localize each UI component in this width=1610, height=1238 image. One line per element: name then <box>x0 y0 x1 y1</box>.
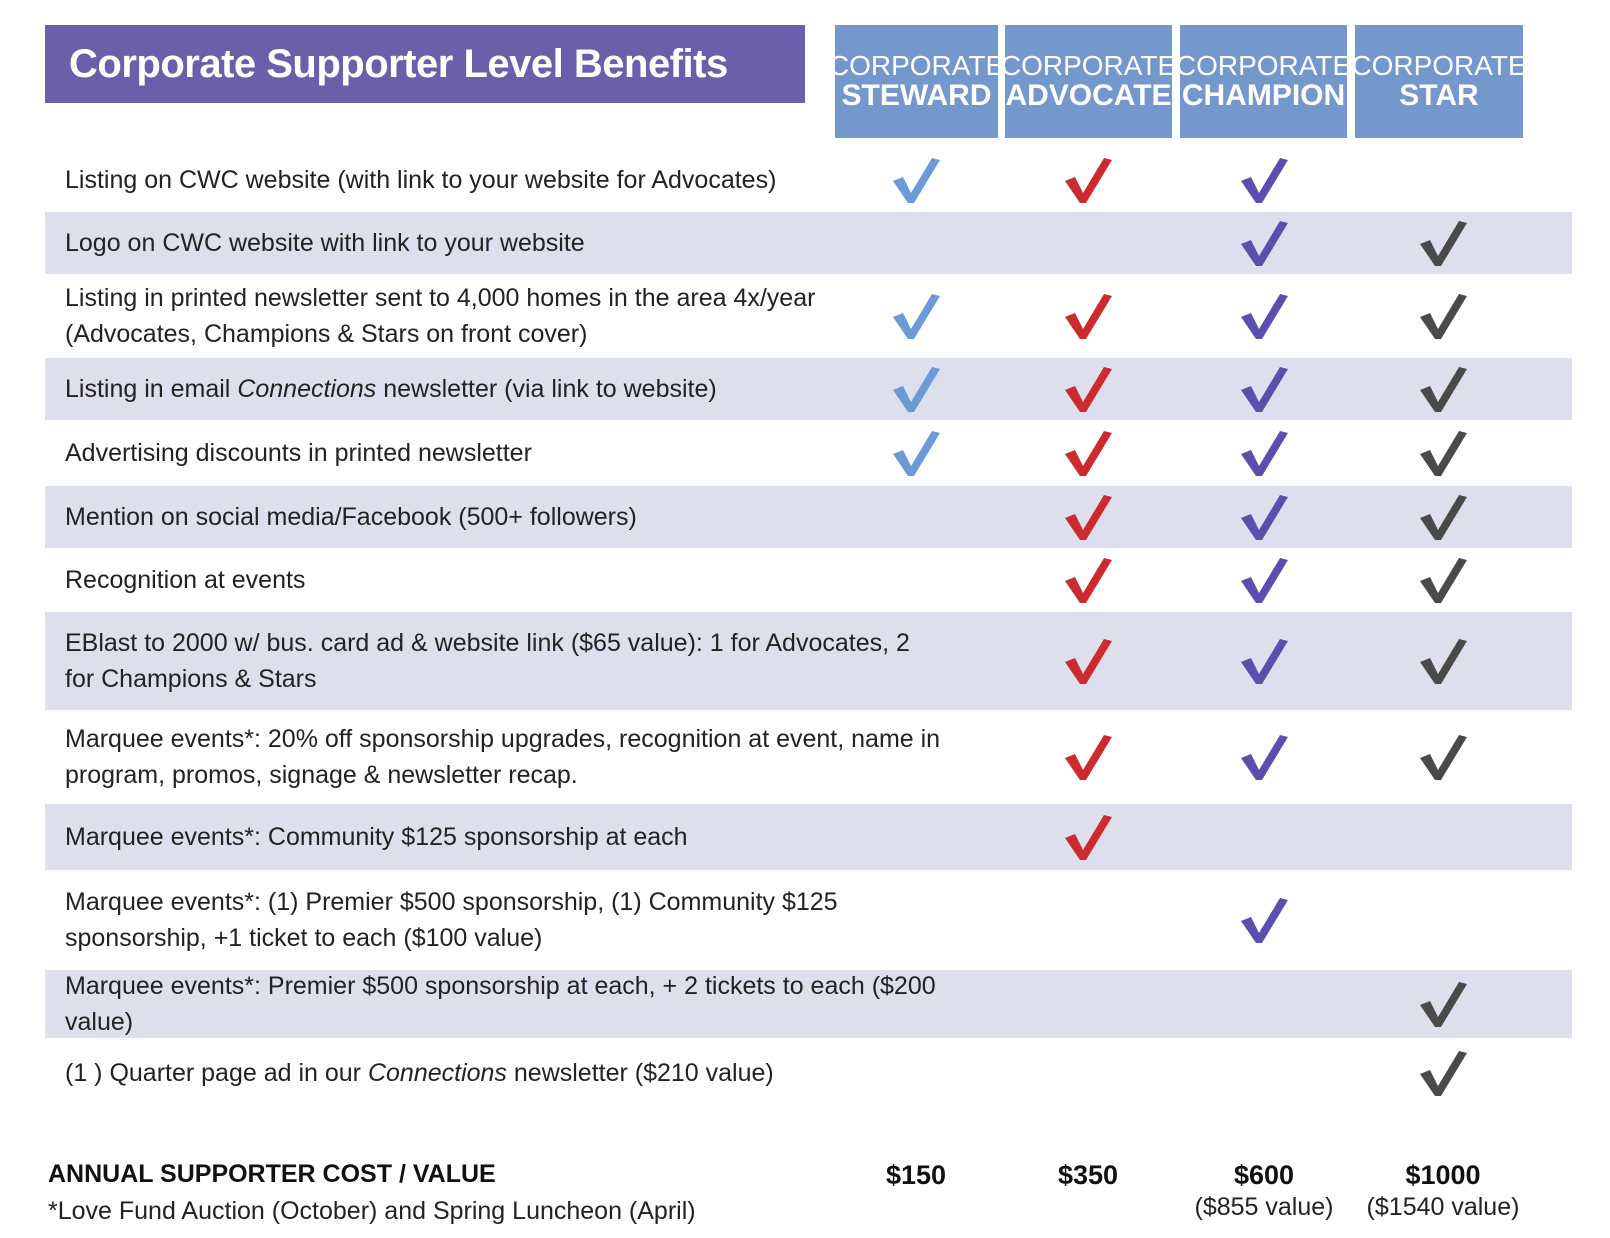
price-star: $1000 ($1540 value) <box>1367 1160 1520 1222</box>
level-header-name: STEWARD <box>841 79 992 113</box>
check-icon-steward <box>890 428 942 478</box>
price-cost: $350 <box>1057 1160 1119 1190</box>
price-champion: $600 ($855 value) <box>1195 1160 1334 1222</box>
check-icon-advocate <box>1062 428 1114 478</box>
benefit-label: EBlast to 2000 w/ bus. card ad & website… <box>65 629 910 693</box>
benefit-label: Marquee events*: (1) Premier $500 sponso… <box>65 888 838 952</box>
check-icon-advocate <box>1062 492 1114 542</box>
check-icon-advocate <box>1062 291 1114 341</box>
check-icon-advocate <box>1062 812 1114 862</box>
benefit-label: Mention on social media/Facebook (500+ f… <box>65 503 637 531</box>
page-title: Corporate Supporter Level Benefits <box>45 25 805 103</box>
check-icon-star <box>1417 979 1469 1029</box>
price-value: ($1540 value) <box>1366 1193 1520 1221</box>
check-icon-champion <box>1238 291 1290 341</box>
level-header-advocate: CORPORATE ADVOCATE <box>1001 25 1176 138</box>
check-icon-advocate <box>1062 555 1114 605</box>
check-icon-champion <box>1238 364 1290 414</box>
level-header-prefix: CORPORATE <box>1175 50 1352 82</box>
level-header-champion: CORPORATE CHAMPION <box>1176 25 1351 138</box>
check-icon-star <box>1417 428 1469 478</box>
level-header-steward: CORPORATE STEWARD <box>829 25 1004 138</box>
benefit-row: Marquee events*: Premier $500 sponsorshi… <box>45 970 1572 1038</box>
benefit-label: (1 ) Quarter page ad in our Connections … <box>65 1059 774 1087</box>
benefit-label: Advertising discounts in printed newslet… <box>65 439 532 467</box>
benefit-row: Marquee events*: (1) Premier $500 sponso… <box>45 870 1572 970</box>
check-icon-steward <box>890 291 942 341</box>
benefit-row: Listing in printed newsletter sent to 4,… <box>45 274 1572 358</box>
benefit-row: Listing on CWC website (with link to you… <box>45 148 1572 212</box>
benefit-label: Marquee events*: 20% off sponsorship upg… <box>65 725 941 789</box>
check-icon-star <box>1417 1048 1469 1098</box>
level-header-star: CORPORATE STAR <box>1351 25 1527 138</box>
check-icon-steward <box>890 364 942 414</box>
price-steward: $150 <box>886 1160 946 1191</box>
level-header-prefix: CORPORATE <box>1351 50 1527 82</box>
price-advocate: $350 <box>1058 1160 1118 1191</box>
check-icon-champion <box>1238 492 1290 542</box>
level-header-name: ADVOCATE <box>1005 79 1172 113</box>
check-icon-advocate <box>1062 732 1114 782</box>
benefit-row: Marquee events*: 20% off sponsorship upg… <box>45 710 1572 804</box>
footnote: *Love Fund Auction (October) and Spring … <box>48 1197 696 1225</box>
check-icon-star <box>1417 732 1469 782</box>
price-cost: $600 <box>1233 1160 1295 1190</box>
check-icon-star <box>1417 636 1469 686</box>
price-value: ($855 value) <box>1194 1193 1334 1221</box>
benefit-row: Mention on social media/Facebook (500+ f… <box>45 486 1572 548</box>
benefit-row: (1 ) Quarter page ad in our Connections … <box>45 1038 1572 1108</box>
check-icon-star <box>1417 218 1469 268</box>
benefit-label: Marquee events*: Community $125 sponsors… <box>65 823 688 851</box>
level-header-name: STAR <box>1399 79 1479 113</box>
check-icon-star <box>1417 364 1469 414</box>
level-header-prefix: CORPORATE <box>1000 50 1177 82</box>
check-icon-champion <box>1238 636 1290 686</box>
check-icon-advocate <box>1062 155 1114 205</box>
check-icon-star <box>1417 291 1469 341</box>
check-icon-champion <box>1238 555 1290 605</box>
price-cost: $1000 <box>1405 1160 1481 1190</box>
benefit-label: Recognition at events <box>65 566 306 594</box>
check-icon-champion <box>1238 218 1290 268</box>
annual-cost-label: ANNUAL SUPPORTER COST / VALUE <box>48 1160 496 1188</box>
price-cost: $150 <box>885 1160 947 1190</box>
benefit-row: EBlast to 2000 w/ bus. card ad & website… <box>45 612 1572 710</box>
check-icon-advocate <box>1062 636 1114 686</box>
benefit-row: Advertising discounts in printed newslet… <box>45 420 1572 486</box>
check-icon-champion <box>1238 155 1290 205</box>
benefit-row: Logo on CWC website with link to your we… <box>45 212 1572 274</box>
level-header-name: CHAMPION <box>1181 79 1346 113</box>
check-icon-steward <box>890 155 942 205</box>
benefit-row: Marquee events*: Community $125 sponsors… <box>45 804 1572 870</box>
check-icon-champion <box>1238 895 1290 945</box>
benefit-label: Listing in email Connections newsletter … <box>65 375 717 403</box>
check-icon-advocate <box>1062 364 1114 414</box>
check-icon-star <box>1417 555 1469 605</box>
benefit-label: Listing in printed newsletter sent to 4,… <box>65 284 816 348</box>
benefit-row: Recognition at events <box>45 548 1572 612</box>
check-icon-champion <box>1238 732 1290 782</box>
level-header-prefix: CORPORATE <box>828 50 1005 82</box>
benefit-label: Listing on CWC website (with link to you… <box>65 166 777 194</box>
check-icon-champion <box>1238 428 1290 478</box>
benefit-row: Listing in email Connections newsletter … <box>45 358 1572 420</box>
benefit-label: Logo on CWC website with link to your we… <box>65 229 585 257</box>
benefit-label: Marquee events*: Premier $500 sponsorshi… <box>65 972 936 1036</box>
check-icon-star <box>1417 492 1469 542</box>
